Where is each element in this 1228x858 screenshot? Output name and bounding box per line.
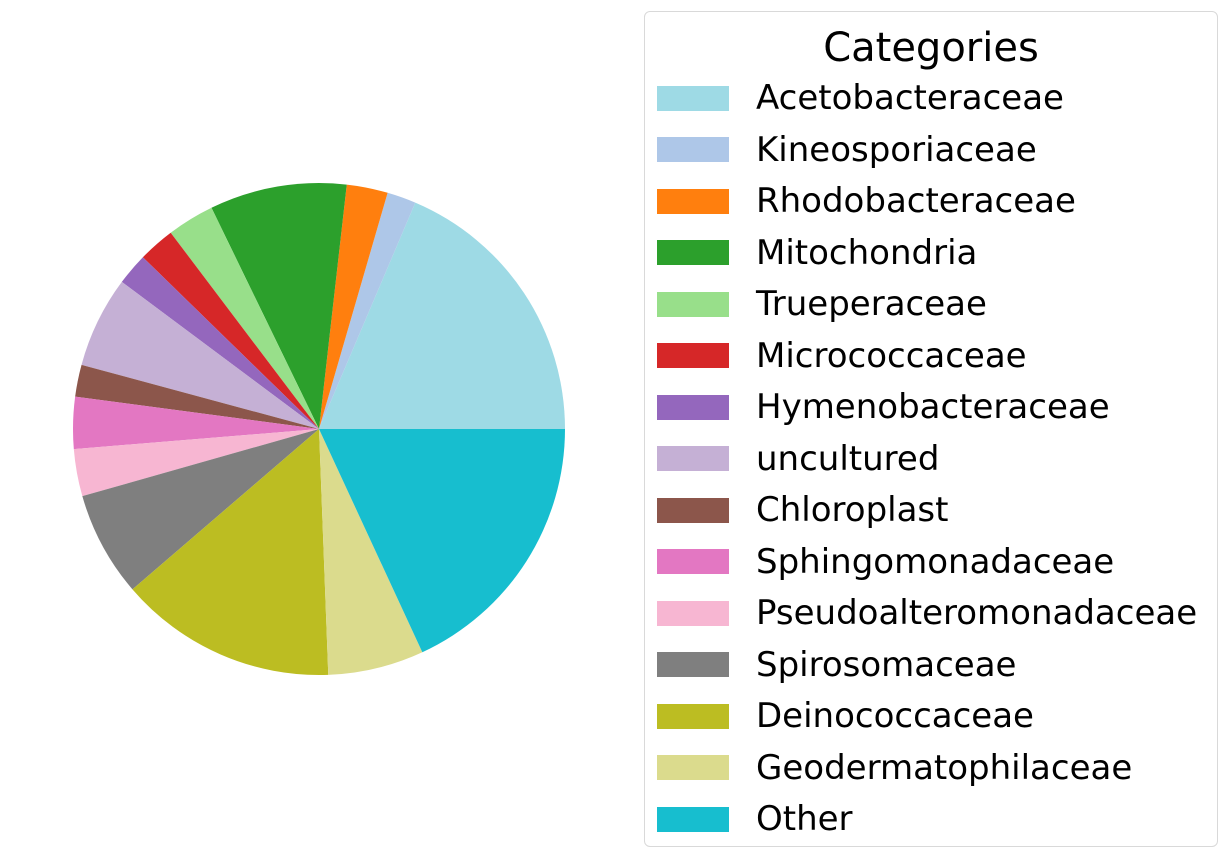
pie-slice-pseudoalteromonadaceae	[73, 429, 319, 497]
legend-item: uncultured	[657, 438, 940, 479]
legend-label: Deinococcaceae	[756, 696, 1034, 736]
pie-slice-mitochondria	[211, 182, 347, 429]
legend-item: Geodermatophilaceae	[657, 747, 1133, 788]
legend-swatch	[657, 755, 729, 780]
legend-label: Trueperaceae	[756, 284, 987, 324]
legend-swatch	[657, 85, 729, 111]
pie-slice-kineosporiaceae	[319, 192, 416, 429]
legend-label: Micrococcaceae	[756, 335, 1027, 376]
legend-item: Mitochondria	[657, 232, 978, 273]
legend-item: Pseudoalteromonadaceae	[657, 593, 1198, 633]
pie-slice-spirosomaceae	[82, 429, 319, 590]
pie-slice-deinococcaceae	[132, 429, 329, 676]
legend-item: Acetobacteraceae	[657, 78, 1064, 118]
legend-item: Hymenobacteraceae	[657, 387, 1110, 427]
legend-label: Geodermatophilaceae	[756, 747, 1133, 788]
legend-label: Spirosomaceae	[756, 644, 1017, 685]
legend-label: Chloroplast	[756, 490, 949, 530]
legend: Categories Acetobacteraceae Kineosporiace…	[644, 11, 1218, 847]
legend-label: Kineosporiaceae	[756, 129, 1037, 170]
legend-label: Hymenobacteraceae	[756, 387, 1110, 427]
legend-label: Sphingomonadaceae	[756, 541, 1115, 582]
legend-label: uncultured	[756, 438, 940, 479]
pie-slice-trueperaceae	[170, 207, 319, 429]
pie-slice-acetobacteraceae	[319, 202, 565, 429]
legend-swatch	[657, 703, 729, 729]
pie-slice-geodermatophilaceae	[319, 429, 423, 675]
legend-swatch	[657, 137, 729, 162]
legend-label: Mitochondria	[756, 232, 978, 273]
legend-label: Acetobacteraceae	[756, 78, 1064, 118]
legend-title: Categories	[823, 25, 1039, 71]
legend-swatch	[657, 600, 729, 626]
pie-slice-chloroplast	[75, 364, 319, 429]
legend-label: Rhodobacteraceae	[756, 181, 1076, 221]
legend-item: Trueperaceae	[657, 284, 987, 324]
legend-swatch	[657, 394, 729, 420]
pie-slice-other	[319, 429, 565, 653]
legend-swatch	[657, 806, 729, 832]
legend-swatch	[657, 446, 729, 471]
legend-item: Spirosomaceae	[657, 644, 1017, 685]
pie-slice-micrococcaceae	[142, 232, 319, 429]
legend-swatch	[657, 240, 729, 265]
legend-item: Kineosporiaceae	[657, 129, 1037, 170]
pie-slice-sphingomonadaceae	[73, 396, 319, 450]
legend-swatch	[657, 549, 729, 574]
legend-swatch	[657, 497, 729, 523]
legend-item: Sphingomonadaceae	[657, 541, 1115, 582]
legend-item: Other	[657, 799, 853, 839]
legend-item: Deinococcaceae	[657, 696, 1034, 736]
pie-slice-uncultured	[81, 281, 320, 429]
pie-slice-hymenobacteraceae	[121, 257, 319, 429]
pie-chart	[73, 182, 565, 676]
legend-label: Pseudoalteromonadaceae	[756, 593, 1198, 633]
legend-swatch	[657, 652, 729, 677]
legend-label: Other	[756, 799, 853, 839]
legend-item: Rhodobacteraceae	[657, 181, 1076, 221]
legend-item: Chloroplast	[657, 490, 949, 530]
legend-swatch	[657, 188, 729, 214]
pie-slice-rhodobacteraceae	[319, 184, 388, 429]
legend-swatch	[657, 343, 729, 368]
legend-item: Micrococcaceae	[657, 335, 1027, 376]
legend-swatch	[657, 291, 729, 317]
